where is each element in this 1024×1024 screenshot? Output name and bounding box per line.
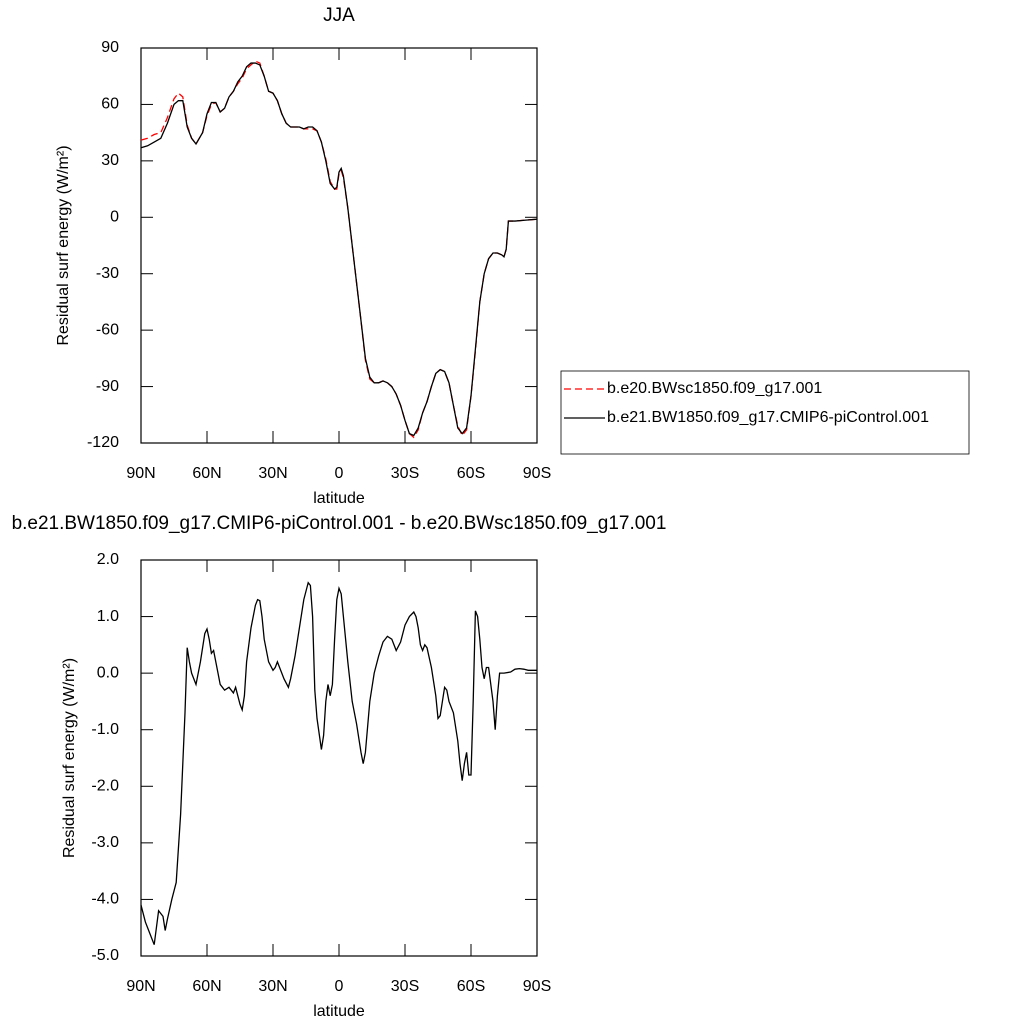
x-tick-label: 0 [335,465,344,482]
y-tick-label: -2.0 [91,778,119,795]
y-tick-label: 0 [110,209,119,226]
y-tick-label: 1.0 [97,608,119,625]
chart-title: JJA [323,5,355,26]
x-tick-label: 30S [391,978,419,995]
y-tick-label: 30 [101,152,119,169]
x-tick-label: 60N [192,978,221,995]
y-tick-label: -4.0 [91,891,119,908]
y-tick-label: 90 [101,39,119,56]
y-axis-label: Residual surf energy (W/m²) [55,145,72,345]
x-axis-label: latitude [313,490,365,507]
x-tick-label: 90N [126,465,155,482]
plot-frame [140,47,538,444]
data-line [140,581,537,945]
x-tick-label: 60S [457,465,485,482]
x-tick-label: 30S [391,465,419,482]
x-tick-label: 90N [126,978,155,995]
x-tick-label: 90S [523,978,551,995]
y-tick-label: -3.0 [91,834,119,851]
legend-label: b.e21.BW1850.f09_g17.CMIP6-piControl.001 [607,409,929,426]
x-tick-label: 30N [258,465,287,482]
y-tick-label: -90 [96,378,119,395]
y-tick-label: -30 [96,265,119,282]
chart-title: b.e21.BW1850.f09_g17.CMIP6-piControl.001… [12,513,667,534]
y-tick-label: 60 [101,96,119,113]
y-axis-label: Residual surf energy (W/m²) [61,658,78,858]
x-tick-label: 0 [335,978,344,995]
x-tick-label: 90S [523,465,551,482]
y-tick-label: -5.0 [91,947,119,964]
data-line [140,60,538,439]
x-tick-label: 60S [457,978,485,995]
legend-box [560,370,970,455]
y-tick-label: 0.0 [97,664,119,681]
x-tick-label: 60N [192,465,221,482]
y-tick-label: -60 [96,321,119,338]
data-line [140,62,538,437]
x-tick-label: 30N [258,978,287,995]
x-axis-label: latitude [313,1003,365,1020]
y-tick-label: -120 [87,434,119,451]
y-tick-label: 2.0 [97,551,119,568]
plot-frame [140,559,538,957]
y-tick-label: -1.0 [91,721,119,738]
legend-label: b.e20.BWsc1850.f09_g17.001 [607,380,822,397]
